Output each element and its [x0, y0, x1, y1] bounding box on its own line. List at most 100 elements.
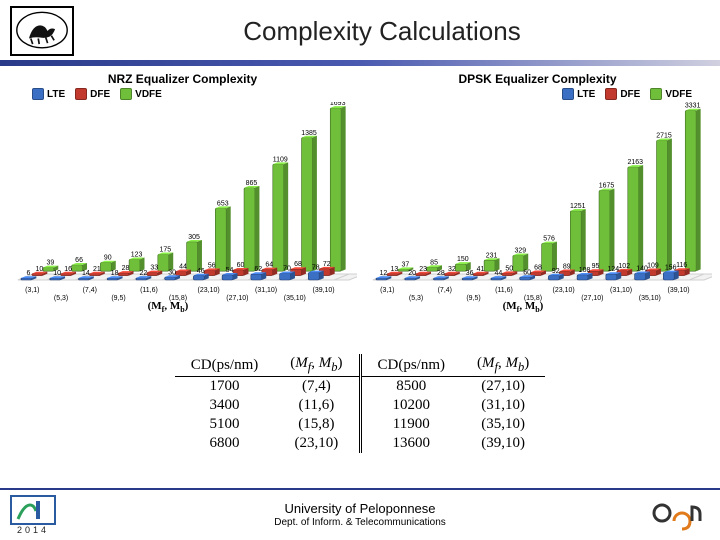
bar-vdfe-6 [570, 211, 581, 271]
value-label: 108 [579, 267, 591, 274]
value-label: 123 [131, 252, 143, 259]
value-label: 54 [226, 267, 234, 274]
university-name: University of Peloponnese [0, 502, 720, 517]
bar-lte-7 [577, 275, 588, 280]
swatch-dfe [605, 88, 617, 100]
value-label: 22 [139, 270, 147, 277]
cell: 13600 [360, 434, 461, 453]
plot-right: 3785150231329576125116752163271533311323… [363, 102, 712, 312]
xtick: (27,10) [226, 295, 248, 302]
swatch-vdfe [650, 88, 662, 100]
xtick: (35,10) [284, 295, 306, 302]
bars-svg-left: 3966901231753056538651109138516931016212… [8, 102, 357, 312]
bar-dfe-2 [89, 274, 100, 276]
bar-lte-0 [376, 278, 387, 280]
xtick: (3,1) [25, 287, 39, 294]
bar-dfe-0 [387, 274, 398, 276]
bar-dfe-3 [473, 274, 484, 276]
cell: (27,10) [461, 377, 545, 397]
value-label: 653 [217, 200, 229, 207]
value-label: 72 [323, 261, 331, 268]
legend-item-dfe: DFE [605, 88, 640, 100]
cell: (35,10) [461, 415, 545, 434]
value-label: 36 [466, 270, 474, 277]
xtick: (31,10) [610, 287, 632, 294]
cell: (15,8) [274, 415, 360, 434]
bar-vdfe-3 [484, 260, 495, 271]
bar-vdfe-9 [302, 138, 313, 272]
bar-lte-10 [308, 272, 319, 280]
bar-lte-6 [548, 276, 559, 280]
bar-vdfe-0 [398, 269, 409, 271]
value-label: 116 [676, 262, 687, 269]
cell: (23,10) [274, 434, 360, 453]
bar-dfe-2 [444, 274, 455, 276]
value-label: 12 [380, 270, 388, 277]
chart-title-right: DPSK Equalizer Complexity [363, 72, 712, 86]
table-head-row: CD(ps/nm) (Mf, Mb) CD(ps/nm) (Mf, Mb) [175, 354, 545, 377]
bar-vdfe-8 [273, 164, 284, 271]
bar-vdfe-3 [129, 259, 140, 271]
value-label: 16 [64, 266, 72, 273]
bar-vdfe-5 [542, 243, 553, 271]
value-label: 1693 [330, 102, 346, 107]
bar-dfe-1 [416, 274, 427, 276]
legend-label-dfe: DFE [620, 89, 640, 100]
value-label: 156 [665, 265, 677, 272]
bar-lte-1 [405, 278, 416, 280]
cell: 1700 [175, 377, 275, 397]
value-label: 28 [122, 265, 130, 272]
value-label: 305 [188, 234, 200, 241]
value-label: 150 [457, 256, 469, 263]
value-label: 21 [93, 266, 101, 273]
cell: (31,10) [461, 396, 545, 415]
value-label: 64 [265, 262, 273, 269]
bar-lte-4 [136, 278, 147, 280]
value-label: 2163 [627, 159, 643, 166]
cell: 11900 [360, 415, 461, 434]
value-label: 3331 [685, 103, 701, 110]
xtick: (23,10) [198, 287, 220, 294]
legend-label-dfe: DFE [90, 89, 110, 100]
xtick: (9,5) [466, 295, 480, 302]
value-label: 60 [523, 269, 531, 276]
value-label: 90 [104, 255, 112, 262]
value-label: 18 [111, 270, 119, 277]
table-row: 1700(7,4)8500(27,10) [175, 377, 545, 397]
department-name: Dept. of Inform. & Telecommunications [0, 517, 720, 529]
bar-dfe-4 [502, 273, 513, 275]
value-label: 32 [448, 266, 456, 273]
xtick: (35,10) [639, 295, 661, 302]
swatch-lte [32, 88, 44, 100]
bar-dfe-5 [176, 271, 187, 275]
xtick: (5,3) [54, 295, 68, 302]
xtick: (3,1) [380, 287, 394, 294]
value-label: 231 [486, 252, 498, 259]
value-label: 30 [168, 269, 176, 276]
cell: 6800 [175, 434, 275, 453]
value-label: 44 [179, 264, 187, 271]
bar-lte-9 [635, 273, 646, 280]
bar-lte-5 [520, 277, 531, 280]
value-label: 13 [390, 266, 398, 273]
value-label: 62 [254, 266, 262, 273]
value-label: 33 [150, 265, 158, 272]
bar-vdfe-7 [244, 188, 255, 271]
table-row: 6800(23,10)13600(39,10) [175, 434, 545, 453]
legend-item-dfe: DFE [75, 88, 110, 100]
bar-dfe-4 [147, 272, 158, 275]
value-label: 68 [294, 261, 302, 268]
chart-nrz: NRZ Equalizer Complexity LTEDFEVDFE 3966… [8, 72, 357, 342]
xtick: (11,6) [495, 287, 513, 294]
bar-lte-3 [107, 278, 118, 280]
cell: (7,4) [274, 377, 360, 397]
xtick: (7,4) [438, 287, 452, 294]
legend-left: LTEDFEVDFE [32, 88, 357, 100]
bar-lte-0 [21, 278, 32, 280]
value-label: 1385 [301, 130, 317, 137]
axis-label-left: (Mf, Mb) [148, 300, 189, 314]
bar-vdfe-4 [158, 254, 169, 271]
value-label: 70 [283, 265, 291, 272]
legend-item-vdfe: VDFE [120, 88, 162, 100]
swatch-lte [562, 88, 574, 100]
